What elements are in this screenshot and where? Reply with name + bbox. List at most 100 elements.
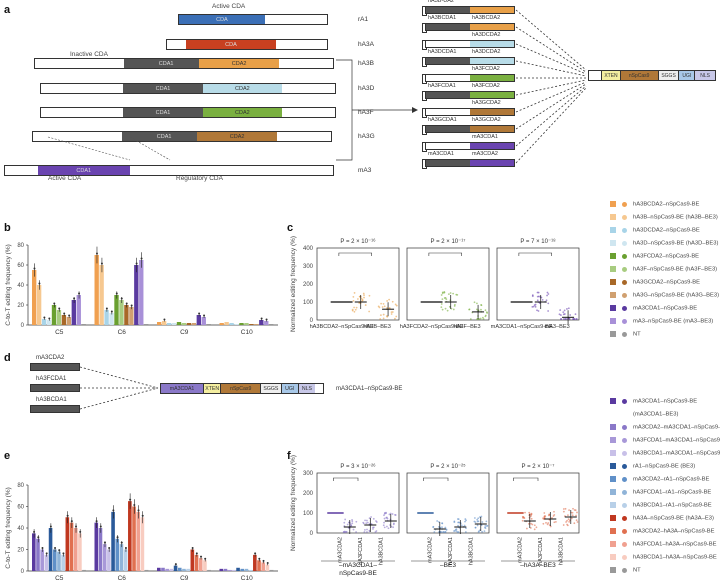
legend-dot — [622, 463, 627, 469]
data-point — [78, 292, 81, 295]
data-point — [54, 547, 57, 549]
scatter-subpanel: P = 2 × 10⁻⁷ mA3CDA2 hA3FCDA1 hA3BCDA1–hA3A… — [496, 463, 580, 569]
scatter-point — [386, 525, 388, 528]
scatter-point — [368, 294, 371, 297]
bar — [71, 300, 76, 325]
scatter-point — [486, 524, 489, 527]
legend-swatch — [610, 424, 616, 430]
data-point — [115, 292, 118, 295]
scatter-point — [366, 528, 368, 531]
scatter-point — [352, 295, 355, 298]
panel-b-bar-chart: 0 20 40 60 80 C-to-T editing frequency (%) C5 C… — [5, 243, 278, 336]
panel-d-input-bar — [30, 384, 80, 392]
scatter-point — [379, 318, 382, 320]
bar — [111, 511, 115, 571]
scatter-point — [564, 318, 567, 320]
scatter-point — [473, 520, 476, 523]
bar — [41, 319, 47, 325]
scatter-point — [481, 316, 484, 319]
scatter-point — [476, 524, 479, 527]
fused-right-label: mA3CDA1 — [472, 134, 498, 140]
legend-swatch — [610, 476, 616, 482]
bar — [232, 569, 236, 571]
fused-left-label: hA3B-UA2 — [428, 0, 454, 4]
bar — [201, 317, 206, 325]
scatter-point — [440, 294, 443, 296]
scatter-point — [394, 317, 396, 320]
scatter-point — [443, 297, 446, 299]
scatter-point — [484, 309, 487, 312]
scatter-point — [568, 519, 571, 522]
scatter-point — [453, 521, 456, 524]
fused-right-domain — [470, 24, 514, 30]
legend-label: hA3D–nSpCas9-BE (hA3D–BE3) — [633, 240, 719, 247]
legend-label: hA3BCDA1–rA1–nSpCas9-BE — [633, 502, 712, 509]
scatter-point — [440, 531, 443, 533]
scatter-point — [446, 309, 449, 312]
data-point — [266, 562, 269, 565]
bar — [248, 569, 253, 571]
legend-dot — [622, 279, 627, 285]
y-tick-label: 60 — [17, 505, 24, 511]
scatter-point — [383, 512, 386, 515]
legend-item: hA3GCDA2–nSpCas9-BE — [610, 279, 700, 286]
legend-dot — [622, 398, 627, 404]
scatter-point — [478, 318, 480, 320]
legend-item: hA3BCDA2–nSpCas9-BE — [610, 201, 699, 208]
scatter-point — [576, 521, 579, 523]
legend-item: hA3FCDA1–mA3CDA1–nSpCas9-BE — [610, 437, 720, 444]
scatter-point — [568, 509, 570, 512]
scatter-point — [567, 514, 569, 516]
scatter-point — [553, 521, 556, 524]
scatter-point — [432, 526, 435, 529]
construct-name: hA3D — [358, 85, 375, 92]
fused-right-domain — [470, 7, 514, 13]
domain-bar-hA3G: CDA1 CDA2 — [32, 131, 332, 142]
bar — [51, 305, 57, 325]
scatter-point — [529, 527, 532, 529]
legend-item: hA3FCDA2–nSpCas9-BE — [610, 253, 699, 260]
scatter-point — [448, 305, 451, 308]
scatter-point — [476, 518, 479, 521]
y-tick-label: 40 — [17, 526, 24, 532]
bar — [264, 321, 269, 325]
legend-item: mA3CDA1–nSpCas9-BE — [610, 305, 697, 312]
scatter-point — [533, 528, 536, 531]
panel-letter-f: f — [287, 450, 291, 462]
scatter-point — [383, 517, 386, 520]
legend-dot — [622, 476, 627, 482]
bar — [161, 321, 167, 325]
data-point — [137, 509, 140, 512]
scatter-point — [546, 294, 548, 297]
bar — [269, 569, 274, 571]
bar — [114, 295, 119, 325]
fused-right-label: hA3BCDA2 — [472, 15, 501, 21]
bar — [190, 549, 195, 571]
fused-right-label: hA3FCDA2 — [472, 83, 500, 89]
scatter-point — [364, 304, 367, 306]
legend-swatch — [610, 554, 616, 560]
data-point — [120, 297, 123, 300]
legend-item: hA3FCDA1–hA3A–nSpCas9-BE — [610, 541, 716, 548]
scatter-point — [481, 521, 484, 523]
domain-segment: CDA2 — [198, 59, 280, 68]
scatter-point — [521, 519, 524, 522]
bar — [124, 305, 129, 325]
bar — [196, 315, 201, 325]
legend-label: mA3CDA2–rA1–nSpCas9-BE — [633, 476, 710, 483]
legend-item: hA3D–nSpCas9-BE (hA3D–BE3) — [610, 240, 718, 247]
legend-swatch — [610, 253, 616, 259]
scatter-point — [358, 302, 361, 304]
bar — [203, 560, 207, 571]
bar — [48, 528, 53, 571]
bar — [191, 323, 197, 325]
scatter-point — [480, 308, 482, 311]
fused-left-label: hA3FCDA1 — [428, 83, 456, 89]
scatter-point — [576, 511, 578, 514]
data-point — [124, 547, 127, 549]
scatter-point — [441, 292, 444, 295]
bar — [109, 313, 114, 325]
scatter-subpanel: P = 2 × 10⁻²⁵ mA3CDA2 hA3FCDA1 hA3BCDA1 –BE3 — [406, 463, 490, 569]
legend-label: hA3BCDA1–mA3CDA1–nSpCas9-BE — [633, 450, 720, 457]
scatter-point — [574, 313, 577, 316]
